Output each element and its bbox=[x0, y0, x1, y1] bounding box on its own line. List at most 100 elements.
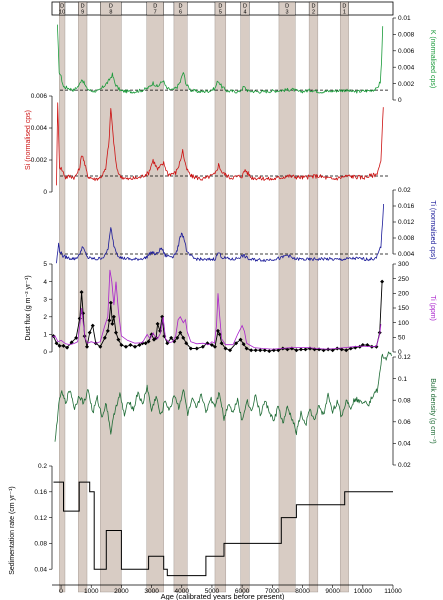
dust-flux-point bbox=[119, 342, 124, 347]
dust-flux-point bbox=[108, 300, 113, 305]
dust-flux-point bbox=[212, 344, 217, 349]
event-label-6-line-1: D bbox=[218, 4, 222, 10]
dust-flux-point bbox=[146, 339, 151, 344]
dust-flux-point bbox=[244, 346, 249, 351]
event-label-8-line-1: D bbox=[285, 4, 289, 10]
dust-flux-point bbox=[140, 341, 145, 346]
dust-flux-point bbox=[105, 328, 110, 333]
dust-flux-point bbox=[57, 343, 62, 348]
dust-flux-point bbox=[267, 349, 272, 354]
event-label-2-line-2: 9 bbox=[81, 10, 84, 16]
dust-flux-point bbox=[238, 337, 243, 342]
y-tick-label: 50 bbox=[398, 335, 406, 342]
dust-event-bands bbox=[59, 14, 349, 593]
y-axis-label-ti-ppm: Ti (ppm) bbox=[429, 295, 436, 321]
dust-flux-point bbox=[98, 344, 103, 349]
event-label-5-line-1: D bbox=[179, 4, 183, 10]
y-tick-label: 0.01 bbox=[398, 15, 411, 22]
event-label-9-line-1: D bbox=[311, 4, 315, 10]
y-axis-label-dust: Dust flux (g m⁻² yr⁻¹) bbox=[25, 275, 32, 340]
y-tick-label: 2 bbox=[43, 314, 47, 321]
dust-flux-point bbox=[110, 321, 115, 326]
event-strip-cell bbox=[278, 1, 296, 16]
dust-flux-point bbox=[219, 341, 224, 346]
dust-flux-point bbox=[178, 330, 183, 335]
dust-flux-point bbox=[262, 348, 267, 353]
dust-flux-point bbox=[137, 342, 142, 347]
event-band-7 bbox=[240, 14, 250, 593]
event-strip-cell bbox=[146, 1, 164, 16]
dust-flux-point bbox=[249, 348, 254, 353]
y-tick-label: 0.02 bbox=[398, 462, 411, 469]
proxy-panels: 0 0.002 0.004 0.006 0.008 0.01 K (normalised c… bbox=[9, 15, 436, 577]
event-label-8-line-2: 3 bbox=[286, 10, 289, 16]
x-axis: 0 1000 2000 3000 4000 5000 6000 7000 8000 9000 100… bbox=[52, 584, 402, 600]
x-tick-label: 11000 bbox=[384, 588, 402, 595]
dust-flux-point bbox=[116, 337, 121, 342]
panel-dust: 0 1 2 3 4 5 Dust flux (g m⁻² yr⁻¹) 0 50 100 150 200… bbox=[25, 261, 436, 356]
x-tick-label: 1000 bbox=[84, 588, 99, 595]
event-label-3-line-2: 8 bbox=[109, 10, 112, 16]
dust-flux-point bbox=[169, 335, 174, 340]
dust-flux-point bbox=[380, 279, 385, 284]
y-tick-label: 0.1 bbox=[398, 376, 407, 383]
y-tick-label: 0.004 bbox=[398, 64, 415, 71]
dust-flux-point bbox=[111, 314, 116, 319]
x-tick-label: 6000 bbox=[235, 588, 250, 595]
event-strip-cell bbox=[339, 1, 349, 16]
y-tick-label: 0.08 bbox=[398, 397, 411, 404]
event-band-9 bbox=[308, 14, 319, 593]
series-ti bbox=[56, 203, 384, 264]
dust-flux-point bbox=[85, 344, 90, 349]
y-axis-label-bulk: Bulk density (g cm⁻³) bbox=[429, 378, 436, 444]
event-band-5 bbox=[173, 14, 188, 593]
y-tick-label: 0.12 bbox=[398, 354, 411, 361]
y-tick-label: 0.002 bbox=[398, 81, 415, 88]
event-strip-cell bbox=[59, 1, 66, 16]
dust-flux-point bbox=[234, 341, 239, 346]
event-label-6-line-2: 5 bbox=[219, 10, 222, 16]
event-band-6 bbox=[214, 14, 227, 593]
dust-flux-point bbox=[223, 346, 228, 351]
dust-flux-point bbox=[228, 348, 233, 353]
dust-flux-point bbox=[241, 342, 246, 347]
y-axis-label-si: Si (normalised cps) bbox=[25, 110, 32, 170]
y-tick-label: 0.012 bbox=[398, 219, 415, 226]
panel-bulk: 0.02 0.04 0.06 0.08 0.1 0.12 Bulk density (g c… bbox=[54, 351, 436, 469]
dust-flux-point bbox=[357, 344, 362, 349]
dust-flux-point bbox=[79, 290, 84, 295]
y-tick-label: 200 bbox=[398, 291, 409, 298]
event-label-1-line-2: 10 bbox=[59, 10, 65, 16]
dust-flux-point bbox=[128, 342, 133, 347]
y-tick-label: 0.2 bbox=[38, 463, 47, 470]
event-label-4-line-2: 7 bbox=[154, 10, 157, 16]
dust-flux-point bbox=[298, 347, 303, 352]
event-label-4-line-1: D bbox=[153, 4, 157, 10]
event-label-10-line-2: 1 bbox=[343, 10, 346, 16]
y-tick-label: 150 bbox=[398, 305, 409, 312]
y-tick-label: 0.04 bbox=[34, 566, 47, 573]
y-tick-label: 250 bbox=[398, 276, 409, 283]
x-tick-label: 10000 bbox=[354, 588, 372, 595]
panel-k: 0 0.002 0.004 0.006 0.008 0.01 K (normalised c… bbox=[57, 15, 436, 104]
dust-flux-point bbox=[258, 348, 263, 353]
event-strip-cell bbox=[214, 1, 227, 16]
y-axis-label-sed: Sedimentation rate (cm yr⁻¹) bbox=[9, 486, 16, 575]
panel-si: 0 0.002 0.004 0.006 Si (normalised cps) bbox=[25, 93, 388, 196]
series-k bbox=[57, 24, 384, 94]
y-tick-label: 0 bbox=[43, 349, 47, 356]
event-label-2-line-1: D bbox=[81, 4, 85, 10]
event-strip-cell bbox=[100, 1, 122, 16]
x-tick-label: 9000 bbox=[325, 588, 340, 595]
event-strip-cell bbox=[78, 1, 88, 16]
x-ticks: 0 1000 2000 3000 4000 5000 6000 7000 8000 9000 100… bbox=[59, 585, 402, 595]
y-tick-label: 0.016 bbox=[398, 203, 415, 210]
event-strip-cell bbox=[173, 1, 188, 16]
dust-flux-point bbox=[374, 344, 379, 349]
y-tick-label: 0.16 bbox=[34, 489, 47, 496]
dust-flux-point bbox=[253, 348, 258, 353]
x-tick-label: 3000 bbox=[144, 588, 159, 595]
y-tick-label: 100 bbox=[398, 320, 409, 327]
dust-flux-point bbox=[54, 341, 59, 346]
